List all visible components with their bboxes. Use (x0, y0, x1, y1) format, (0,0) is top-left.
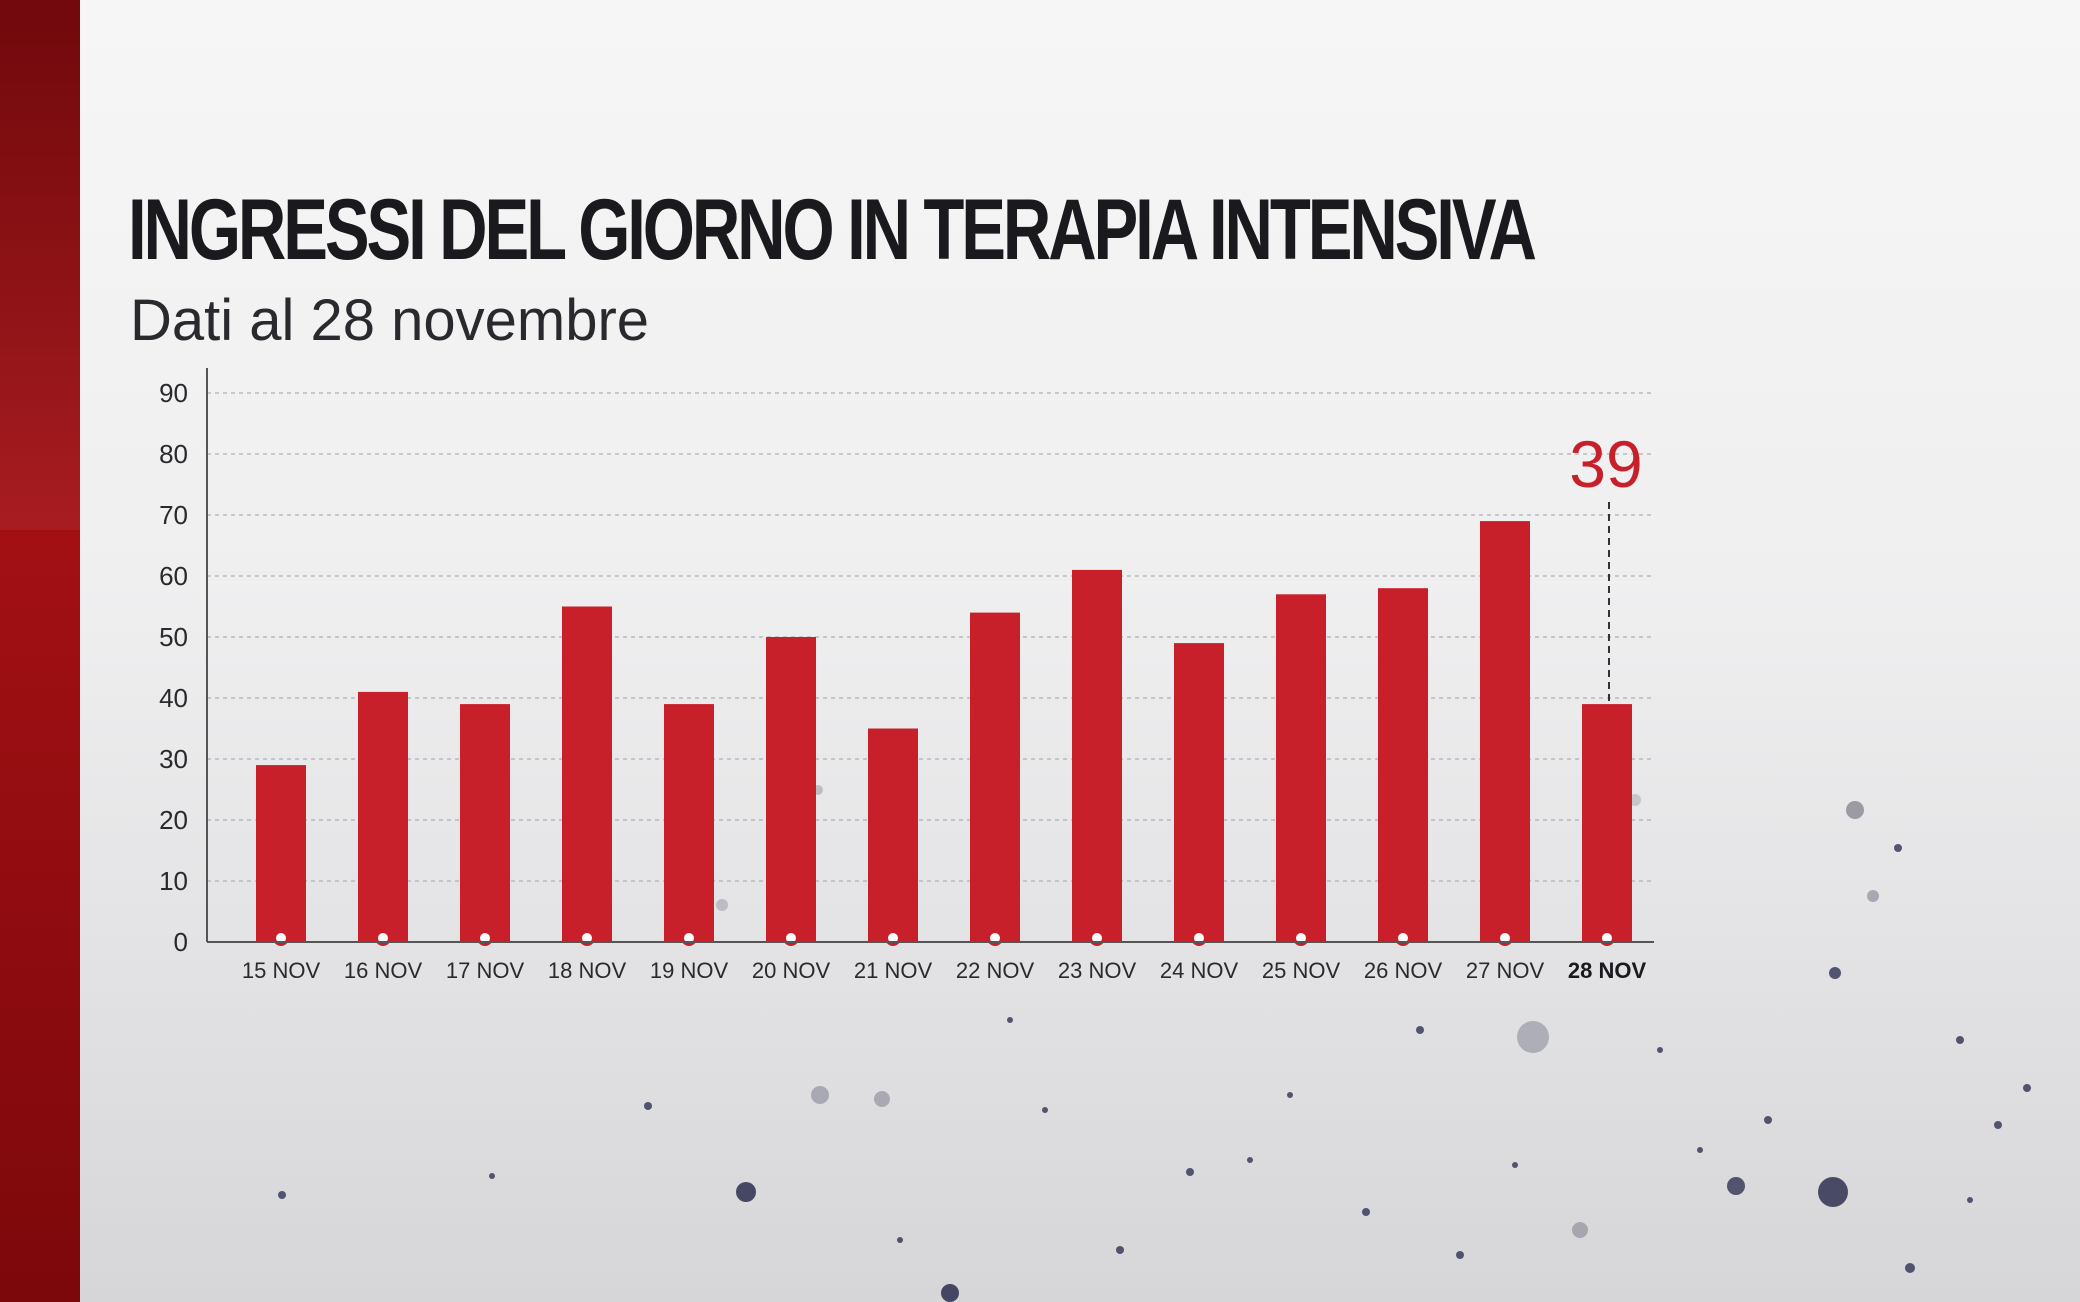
x-tick-label: 27 NOV (1466, 958, 1545, 983)
decor-dot-6 (874, 1091, 890, 1107)
bar-21-nov (868, 728, 918, 942)
y-tick-label: 60 (159, 561, 188, 591)
x-tick-label: 28 NOV (1568, 958, 1647, 983)
bar-19-nov (664, 704, 714, 942)
decor-dot-19 (278, 1191, 286, 1199)
y-axis-ticks: 0 10 20 30 40 50 60 70 80 90 (159, 378, 188, 957)
x-tick-label: 16 NOV (344, 958, 423, 983)
y-tick-label: 70 (159, 500, 188, 530)
bar-24-nov (1174, 643, 1224, 942)
decor-dot-8 (1572, 1222, 1588, 1238)
y-tick-label: 50 (159, 622, 188, 652)
bar-20-nov (766, 637, 816, 942)
x-tick-label: 17 NOV (446, 958, 525, 983)
bar-25-nov (1276, 594, 1326, 942)
x-axis-ticks: 15 NOV 16 NOV 17 NOV 18 NOV 19 NOV 20 NOV 21 N… (242, 958, 1647, 983)
decor-dot-18 (1186, 1168, 1194, 1176)
decor-dot-36 (1247, 1157, 1253, 1163)
decor-dot-16 (1994, 1121, 2002, 1129)
decor-dot-29 (1456, 1251, 1464, 1259)
y-tick-label: 90 (159, 378, 188, 408)
bar-27-nov (1480, 521, 1530, 942)
decor-dot-17 (1416, 1026, 1424, 1034)
y-tick-label: 10 (159, 866, 188, 896)
decor-dot-25 (1116, 1246, 1124, 1254)
decor-dot-0 (1846, 801, 1864, 819)
y-tick-label: 30 (159, 744, 188, 774)
decor-dot-34 (1967, 1197, 1973, 1203)
x-tick-label: 23 NOV (1058, 958, 1137, 983)
bar-26-nov (1378, 588, 1428, 942)
gridlines (207, 392, 1654, 882)
decor-dot-3 (736, 1182, 756, 1202)
x-tick-label: 20 NOV (752, 958, 831, 983)
background-dots (278, 785, 2031, 1302)
bar-23-nov (1072, 569, 1122, 942)
decor-dot-33 (1512, 1162, 1518, 1168)
decor-dot-32 (1042, 1107, 1048, 1113)
x-tick-label: 15 NOV (242, 958, 321, 983)
y-tick-label: 20 (159, 805, 188, 835)
decor-dot-23 (2023, 1084, 2031, 1092)
decor-dot-10 (1867, 890, 1879, 902)
decor-dot-4 (941, 1284, 959, 1302)
decor-dot-21 (1362, 1208, 1370, 1216)
y-tick-label: 0 (174, 927, 188, 957)
side-accent-band (0, 0, 80, 1302)
bar-15-nov (256, 765, 306, 942)
bar-22-nov (970, 612, 1020, 942)
decor-dot-14 (1894, 844, 1902, 852)
decor-dot-11 (716, 899, 728, 911)
callout-value: 39 (1569, 427, 1642, 501)
x-tick-label: 19 NOV (650, 958, 729, 983)
x-tick-label: 26 NOV (1364, 958, 1443, 983)
bar-28-nov (1582, 704, 1632, 942)
decor-dot-22 (1764, 1116, 1772, 1124)
decor-dot-28 (1697, 1147, 1703, 1153)
x-tick-label: 22 NOV (956, 958, 1035, 983)
decor-dot-27 (1007, 1017, 1013, 1023)
y-tick-label: 80 (159, 439, 188, 469)
bars (256, 521, 1632, 942)
x-tick-label: 25 NOV (1262, 958, 1341, 983)
decor-dot-2 (1818, 1177, 1848, 1207)
decor-dot-15 (1956, 1036, 1964, 1044)
decor-dot-7 (1727, 1177, 1745, 1195)
x-tick-label: 18 NOV (548, 958, 627, 983)
decor-dot-30 (1287, 1092, 1293, 1098)
bar-17-nov (460, 704, 510, 942)
decor-dot-35 (1657, 1047, 1663, 1053)
decor-dot-26 (489, 1173, 495, 1179)
chart-subtitle: Dati al 28 novembre (130, 288, 650, 353)
chart-title: INGRESSI DEL GIORNO IN TERAPIA INTENSIVA (128, 182, 1537, 278)
x-tick-label: 21 NOV (854, 958, 933, 983)
decor-dot-5 (811, 1086, 829, 1104)
bar-16-nov (358, 691, 408, 942)
decor-dot-31 (897, 1237, 903, 1243)
decor-dot-24 (1905, 1263, 1915, 1273)
x-tick-label: 24 NOV (1160, 958, 1239, 983)
y-tick-label: 40 (159, 683, 188, 713)
decor-dot-9 (1829, 967, 1841, 979)
bar-18-nov (562, 606, 612, 942)
decor-dot-20 (644, 1102, 652, 1110)
decor-dot-1 (1517, 1021, 1549, 1053)
